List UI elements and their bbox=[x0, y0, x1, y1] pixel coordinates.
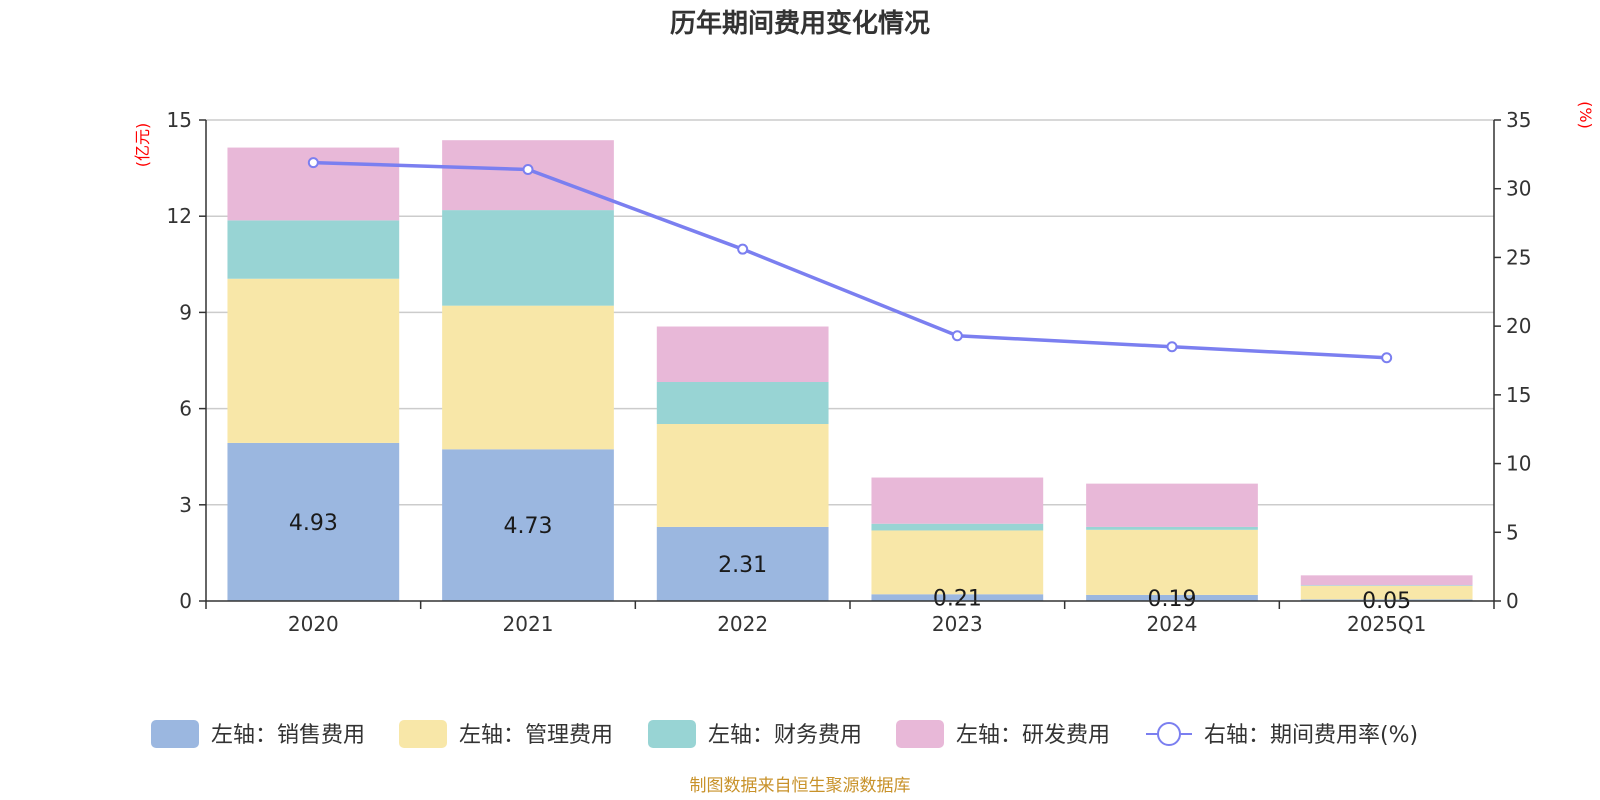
bar-4-2025Q1 bbox=[1300, 575, 1473, 586]
bar-3-2024 bbox=[1086, 526, 1258, 530]
x-axis-tick-label: 2025Q1 bbox=[1347, 612, 1426, 636]
bar-4-2022 bbox=[656, 326, 829, 382]
bar-1-2025Q1 bbox=[1300, 599, 1473, 601]
x-axis-tick-label: 2022 bbox=[717, 612, 768, 636]
legend-label-5: 右轴：期间费用率(%) bbox=[1204, 723, 1418, 748]
right-axis-unit: (%) bbox=[1576, 101, 1595, 129]
right-axis-tick-label: 20 bbox=[1506, 314, 1531, 338]
chart-title: 历年期间费用变化情况 bbox=[670, 8, 930, 39]
rate-line bbox=[313, 160, 1387, 360]
bar-1-2022 bbox=[656, 526, 829, 601]
data-source-note: 制图数据来自恒生聚源数据库 bbox=[690, 776, 911, 796]
legend-label-3: 左轴：财务费用 bbox=[708, 723, 862, 748]
x-axis-tick-label: 2020 bbox=[288, 612, 339, 636]
rate-line-series bbox=[307, 157, 1393, 364]
right-axis-tick-label: 10 bbox=[1506, 452, 1531, 476]
rate-point-2021 bbox=[522, 163, 534, 175]
legend-swatch-2 bbox=[399, 720, 447, 748]
bar-data-label: 4.73 bbox=[504, 514, 553, 539]
bar-3-2025Q1 bbox=[1300, 585, 1473, 586]
x-axis-tick-label: 2023 bbox=[932, 612, 983, 636]
bar-2-2022 bbox=[656, 423, 829, 527]
legend-swatch-4 bbox=[896, 720, 944, 748]
bar-series: 4.93 4.732.310.21 0.19 0.05 bbox=[227, 140, 1473, 614]
bar-1-2024 bbox=[1086, 594, 1258, 601]
bar-2-2023 bbox=[871, 530, 1044, 595]
bar-4-2023 bbox=[871, 477, 1044, 524]
legend-label-4: 左轴：研发费用 bbox=[956, 723, 1110, 748]
bar-2-2020 bbox=[227, 278, 400, 443]
right-axis-tick-label: 5 bbox=[1506, 520, 1519, 544]
rate-point-2020 bbox=[307, 157, 319, 169]
legend-label-1: 左轴：销售费用 bbox=[211, 723, 365, 748]
legend-line-marker bbox=[1157, 722, 1181, 746]
bar-1-2021 bbox=[442, 449, 614, 601]
legend-swatch-1 bbox=[151, 720, 199, 748]
x-axis-tick-label: 2021 bbox=[503, 612, 554, 636]
bar-3-2022 bbox=[656, 381, 829, 424]
x-axis-tick-label: 2024 bbox=[1147, 612, 1198, 636]
bar-4-2021 bbox=[442, 140, 614, 211]
left-axis-tick-label: 9 bbox=[179, 300, 192, 324]
left-axis-tick-label: 6 bbox=[179, 397, 192, 421]
legend: 左轴：销售费用 左轴：管理费用 左轴：财务费用 左轴：研发费用 右轴：期间费用率(%) bbox=[151, 720, 1418, 748]
bar-3-2021 bbox=[442, 210, 614, 306]
rate-point-2023 bbox=[951, 330, 963, 342]
bar-1-2023 bbox=[871, 594, 1044, 601]
bar-3-2023 bbox=[871, 523, 1044, 531]
legend-swatch-3 bbox=[648, 720, 696, 748]
bar-4-2024 bbox=[1086, 483, 1258, 527]
rate-point-2025Q1 bbox=[1381, 352, 1393, 364]
left-axis-tick-label: 15 bbox=[167, 108, 192, 132]
left-axis-tick-label: 0 bbox=[179, 589, 192, 613]
bar-data-label: 4.93 bbox=[289, 511, 338, 536]
bar-data-label: 0.19 bbox=[1148, 587, 1197, 612]
bar-1-2020 bbox=[227, 442, 400, 601]
right-axis-tick-label: 15 bbox=[1506, 383, 1531, 407]
axes: 0 3 6 9 12 15 0 5 10 15 20 25 30 35 2020 2021 2022 2023 20… bbox=[167, 108, 1532, 636]
bar-data-label: 2.31 bbox=[718, 553, 767, 578]
rate-point-2024 bbox=[1166, 341, 1178, 353]
bar-2-2021 bbox=[442, 305, 614, 450]
left-axis-tick-label: 3 bbox=[179, 493, 192, 517]
bar-2-2025Q1 bbox=[1300, 585, 1473, 600]
bar-data-label: 0.21 bbox=[933, 587, 982, 612]
right-axis-tick-label: 35 bbox=[1506, 108, 1531, 132]
rate-point-2022 bbox=[737, 243, 749, 255]
left-axis-unit: (亿元) bbox=[133, 123, 152, 168]
right-axis-tick-label: 30 bbox=[1506, 177, 1531, 201]
legend-label-2: 左轴：管理费用 bbox=[459, 723, 613, 748]
grid-lines bbox=[206, 119, 1494, 506]
bar-2-2024 bbox=[1086, 529, 1258, 595]
right-axis-tick-label: 25 bbox=[1506, 245, 1531, 269]
bar-3-2020 bbox=[227, 220, 400, 279]
left-axis-tick-label: 12 bbox=[167, 204, 192, 228]
right-axis-tick-label: 0 bbox=[1506, 589, 1519, 613]
